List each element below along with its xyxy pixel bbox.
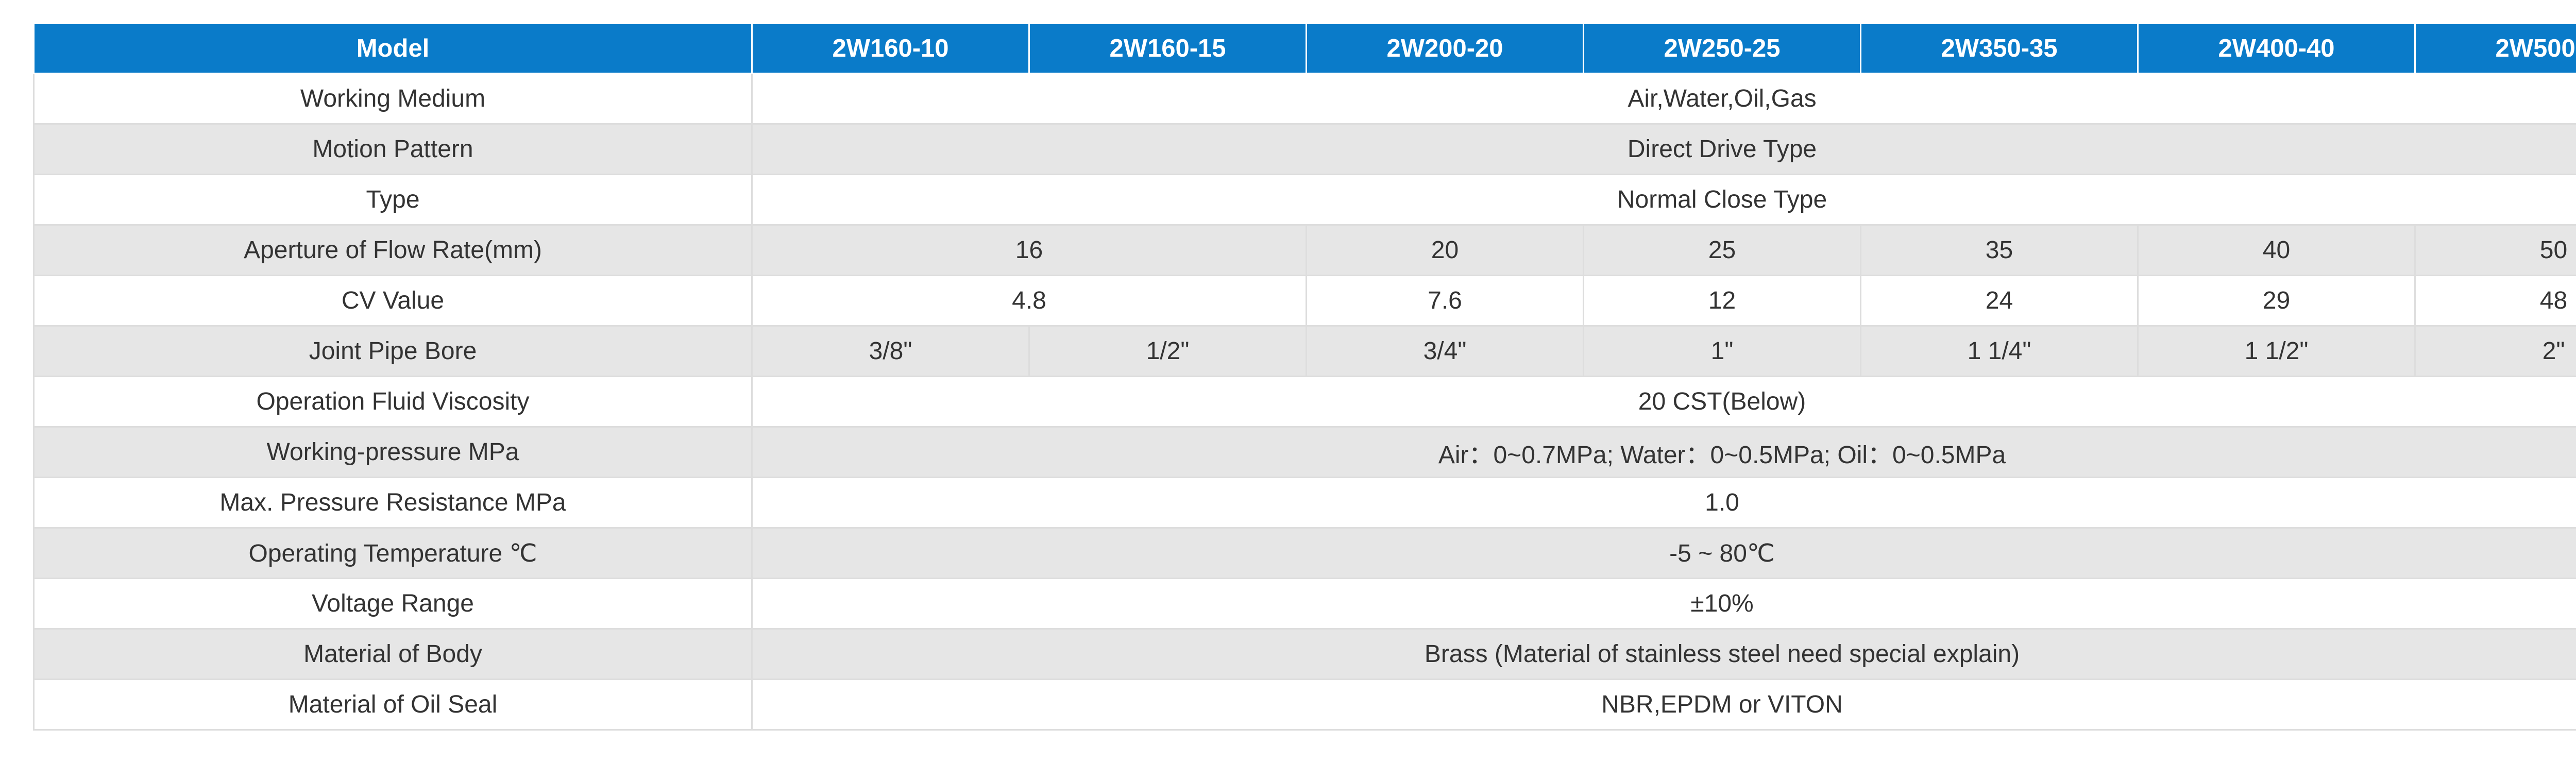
model-header-cell: 2W160-15 [1028,23,1307,74]
row-value: Brass (Material of stainless steel need … [751,628,2576,680]
table-row: Motion Pattern Direct Drive Type [33,123,2576,175]
table-row: Working-pressure MPa Air：0~0.7MPa; Water… [33,426,2576,478]
row-value: 2" [2414,325,2576,377]
row-value: Air：0~0.7MPa; Water：0~0.5MPa; Oil：0~0.5M… [751,426,2576,478]
row-value: 35 [1860,224,2139,276]
row-value: Direct Drive Type [751,123,2576,175]
row-value: 4.8 [751,275,1307,327]
table-row: Type Normal Close Type [33,174,2576,226]
row-value: 48 [2414,275,2576,327]
row-value: 24 [1860,275,2139,327]
header-row: Model 2W160-10 2W160-15 2W200-20 2W250-2… [33,23,2576,74]
model-header-cell: 2W500-50 [2414,23,2576,74]
row-value: 1/2" [1028,325,1307,377]
row-value: 3/4" [1306,325,1584,377]
row-value: 40 [2137,224,2416,276]
row-value: 20 [1306,224,1584,276]
spec-table: Model 2W160-10 2W160-15 2W200-20 2W250-2… [33,23,2576,731]
model-header-cell: 2W160-10 [751,23,1030,74]
row-label: Voltage Range [33,578,753,630]
model-header-cell: 2W350-35 [1860,23,2139,74]
row-value: 1 1/4" [1860,325,2139,377]
row-value: 50 [2414,224,2576,276]
header-label: Model [33,23,753,74]
row-label: Working-pressure MPa [33,426,753,478]
row-label: Aperture of Flow Rate(mm) [33,224,753,276]
table-row: Material of Oil Seal NBR,EPDM or VITON [33,679,2576,731]
row-value: NBR,EPDM or VITON [751,679,2576,731]
row-value: -5 ~ 80℃ [751,527,2576,579]
model-header-cell: 2W400-40 [2137,23,2416,74]
row-label: Operating Temperature ℃ [33,527,753,579]
row-label: CV Value [33,275,753,327]
table-row: Working Medium Air,Water,Oil,Gas [33,73,2576,125]
row-label: Type [33,174,753,226]
row-label: Operation Fluid Viscosity [33,376,753,428]
row-value: 1.0 [751,477,2576,529]
row-label: Material of Oil Seal [33,679,753,731]
row-value: 20 CST(Below) [751,376,2576,428]
table-row: Max. Pressure Resistance MPa 1.0 [33,477,2576,529]
row-value: 12 [1583,275,1861,327]
row-value: Normal Close Type [751,174,2576,226]
row-value: 7.6 [1306,275,1584,327]
spec-table-container: Model 2W160-10 2W160-15 2W200-20 2W250-2… [33,23,2576,731]
model-header-cell: 2W250-25 [1583,23,1861,74]
model-header-cell: 2W200-20 [1306,23,1584,74]
row-label: Motion Pattern [33,123,753,175]
row-value: 1 1/2" [2137,325,2416,377]
row-label: Working Medium [33,73,753,125]
row-label: Material of Body [33,628,753,680]
table-row: Voltage Range ±10% [33,578,2576,630]
row-value: 29 [2137,275,2416,327]
row-value: Air,Water,Oil,Gas [751,73,2576,125]
row-label: Max. Pressure Resistance MPa [33,477,753,529]
table-row: Operating Temperature ℃ -5 ~ 80℃ [33,527,2576,579]
table-row: Aperture of Flow Rate(mm) 16 20 25 35 40… [33,224,2576,276]
row-value: 25 [1583,224,1861,276]
table-row: Joint Pipe Bore 3/8" 1/2" 3/4" 1" 1 1/4"… [33,325,2576,377]
table-row: CV Value 4.8 7.6 12 24 29 48 [33,275,2576,327]
row-label: Joint Pipe Bore [33,325,753,377]
row-value: 16 [751,224,1307,276]
row-value: 3/8" [751,325,1030,377]
table-row: Operation Fluid Viscosity 20 CST(Below) [33,376,2576,428]
table-row: Material of Body Brass (Material of stai… [33,628,2576,680]
row-value: 1" [1583,325,1861,377]
row-value: ±10% [751,578,2576,630]
